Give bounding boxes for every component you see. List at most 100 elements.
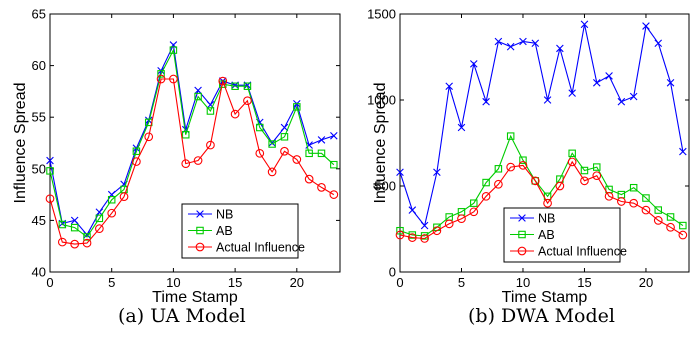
data-point-actual-influence <box>629 198 639 208</box>
data-point-nb <box>396 168 404 177</box>
x-tick-label: 15 <box>577 275 591 290</box>
data-point-nb <box>543 96 552 104</box>
data-point-actual-influence <box>432 226 442 236</box>
y-tick-label: 1500 <box>367 7 396 22</box>
x-tick-label: 15 <box>228 275 242 290</box>
data-point-ab <box>580 166 589 175</box>
legend-label-actual-influence: Actual Influence <box>538 245 627 259</box>
legend: NB AB Actual Influence <box>181 203 305 259</box>
plot-frame <box>399 13 690 273</box>
data-point-actual-influence <box>230 109 240 119</box>
data-point-nb <box>556 44 564 53</box>
data-point-nb <box>519 37 527 46</box>
caption-ua-model: (a) UA Model <box>118 305 246 327</box>
data-point-actual-influence <box>506 162 516 172</box>
chart-1: 0 5 10 15 20 40 45 50 55 60 65 Time Stamp Influence … <box>12 7 341 306</box>
data-point-actual-influence <box>107 208 117 218</box>
data-point-actual-influence <box>181 159 191 168</box>
legend: NB AB Actual Influence <box>503 207 627 263</box>
data-point-nb <box>592 79 601 87</box>
data-point-nb <box>494 37 503 46</box>
data-point-ab <box>280 133 289 141</box>
legend-label-ab: AB <box>538 228 555 242</box>
legend-label-nb: NB <box>538 212 555 226</box>
y-tick-label: 1000 <box>367 93 396 108</box>
data-point-actual-influence <box>267 167 277 177</box>
data-point-actual-influence <box>481 191 491 201</box>
data-point-ab <box>679 221 687 230</box>
data-point-actual-influence <box>518 161 528 170</box>
data-point-ab <box>58 220 67 229</box>
data-point-ab <box>83 233 91 241</box>
data-point-actual-influence <box>218 76 228 86</box>
data-point-ab <box>593 163 601 171</box>
data-point-actual-influence <box>317 183 326 192</box>
data-point-nb <box>330 131 338 140</box>
series-line-actual-influence <box>399 160 684 240</box>
data-point-actual-influence <box>653 216 663 225</box>
data-point-actual-influence <box>420 234 429 243</box>
data-point-ab <box>317 149 326 158</box>
data-point-ab <box>506 132 515 140</box>
legend-marker-actual-influence <box>517 246 527 256</box>
data-point-ab <box>132 147 141 156</box>
data-point-ab <box>293 103 301 111</box>
data-point-ab <box>305 149 313 158</box>
data-point-actual-influence <box>57 237 67 247</box>
data-point-actual-influence <box>543 198 552 208</box>
data-point-nb <box>666 79 675 87</box>
y-tick-label: 55 <box>32 110 46 125</box>
data-point-ab <box>470 199 478 207</box>
series-nb <box>396 20 687 230</box>
data-point-actual-influence <box>255 148 265 158</box>
data-point-nb <box>642 22 650 30</box>
data-point-actual-influence <box>329 190 339 199</box>
y-tick-label: 500 <box>374 179 396 194</box>
y-tick-label: 40 <box>32 265 46 280</box>
data-point-ab <box>519 156 527 164</box>
data-point-nb <box>280 123 289 132</box>
data-point-ab <box>157 70 165 78</box>
legend-marker-ab <box>196 226 204 235</box>
data-point-nb <box>420 221 429 230</box>
x-tick-label: 0 <box>46 275 53 290</box>
data-point-ab <box>231 82 239 90</box>
plot-frame <box>49 13 341 273</box>
data-point-nb <box>568 89 576 97</box>
data-point-nb <box>194 86 202 95</box>
data-point-actual-influence <box>494 179 503 189</box>
data-point-nb <box>445 82 453 91</box>
data-point-nb <box>506 42 515 51</box>
data-point-actual-influence <box>144 132 154 142</box>
data-point-actual-influence <box>592 171 602 181</box>
data-point-nb <box>605 72 613 80</box>
data-point-ab <box>256 123 264 132</box>
data-point-nb <box>482 97 490 106</box>
data-point-actual-influence <box>70 239 80 249</box>
y-tick-label: 65 <box>32 7 46 22</box>
chart-2: 0 5 10 15 20 0 500 1000 1500 Time Stamp Influence … <box>367 7 690 306</box>
data-point-actual-influence <box>567 157 577 167</box>
data-point-actual-influence <box>292 155 302 164</box>
x-axis-label: Time Stamp <box>502 289 588 306</box>
data-point-nb <box>654 39 663 48</box>
data-point-actual-influence <box>617 197 626 206</box>
data-point-actual-influence <box>530 176 540 186</box>
data-point-actual-influence <box>395 230 405 240</box>
data-point-actual-influence <box>280 146 289 156</box>
series-line-nb <box>399 24 684 227</box>
x-tick-label: 20 <box>290 275 304 290</box>
legend-marker-actual-influence <box>195 242 205 252</box>
x-axis-label: Time Stamp <box>152 289 238 306</box>
x-tick-label: 20 <box>639 275 653 290</box>
x-tick-label: 5 <box>108 275 115 290</box>
series-actual-influence <box>395 157 688 243</box>
x-tick-label: 5 <box>458 275 465 290</box>
x-tick-label: 0 <box>396 275 403 290</box>
data-point-actual-influence <box>243 96 252 106</box>
x-tick-label: 10 <box>166 275 180 290</box>
data-point-nb <box>317 136 326 144</box>
legend-label-actual-influence: Actual Influence <box>216 241 305 255</box>
series-ab <box>46 46 338 241</box>
